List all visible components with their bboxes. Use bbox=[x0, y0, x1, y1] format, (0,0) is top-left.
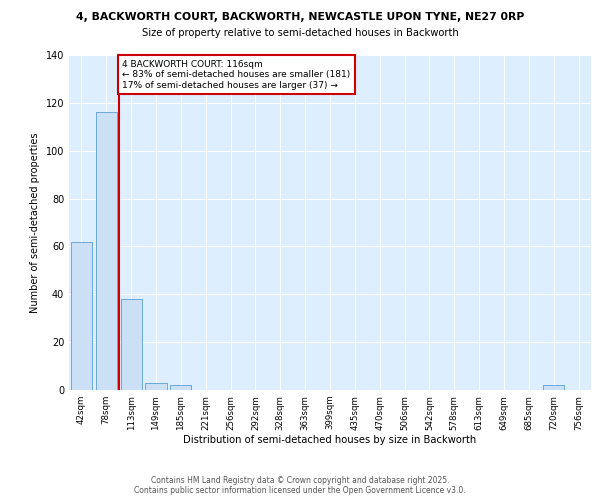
Text: 4, BACKWORTH COURT, BACKWORTH, NEWCASTLE UPON TYNE, NE27 0RP: 4, BACKWORTH COURT, BACKWORTH, NEWCASTLE… bbox=[76, 12, 524, 22]
Text: 4 BACKWORTH COURT: 116sqm
← 83% of semi-detached houses are smaller (181)
17% of: 4 BACKWORTH COURT: 116sqm ← 83% of semi-… bbox=[122, 60, 350, 90]
Text: Contains HM Land Registry data © Crown copyright and database right 2025.
Contai: Contains HM Land Registry data © Crown c… bbox=[134, 476, 466, 495]
Bar bbox=[543, 385, 564, 390]
Text: Size of property relative to semi-detached houses in Backworth: Size of property relative to semi-detach… bbox=[142, 28, 458, 38]
Bar bbox=[71, 242, 92, 390]
Bar bbox=[170, 385, 191, 390]
Y-axis label: Number of semi-detached properties: Number of semi-detached properties bbox=[30, 132, 40, 313]
Bar bbox=[96, 112, 117, 390]
Bar bbox=[121, 299, 142, 390]
X-axis label: Distribution of semi-detached houses by size in Backworth: Distribution of semi-detached houses by … bbox=[184, 436, 476, 446]
Bar bbox=[145, 383, 167, 390]
